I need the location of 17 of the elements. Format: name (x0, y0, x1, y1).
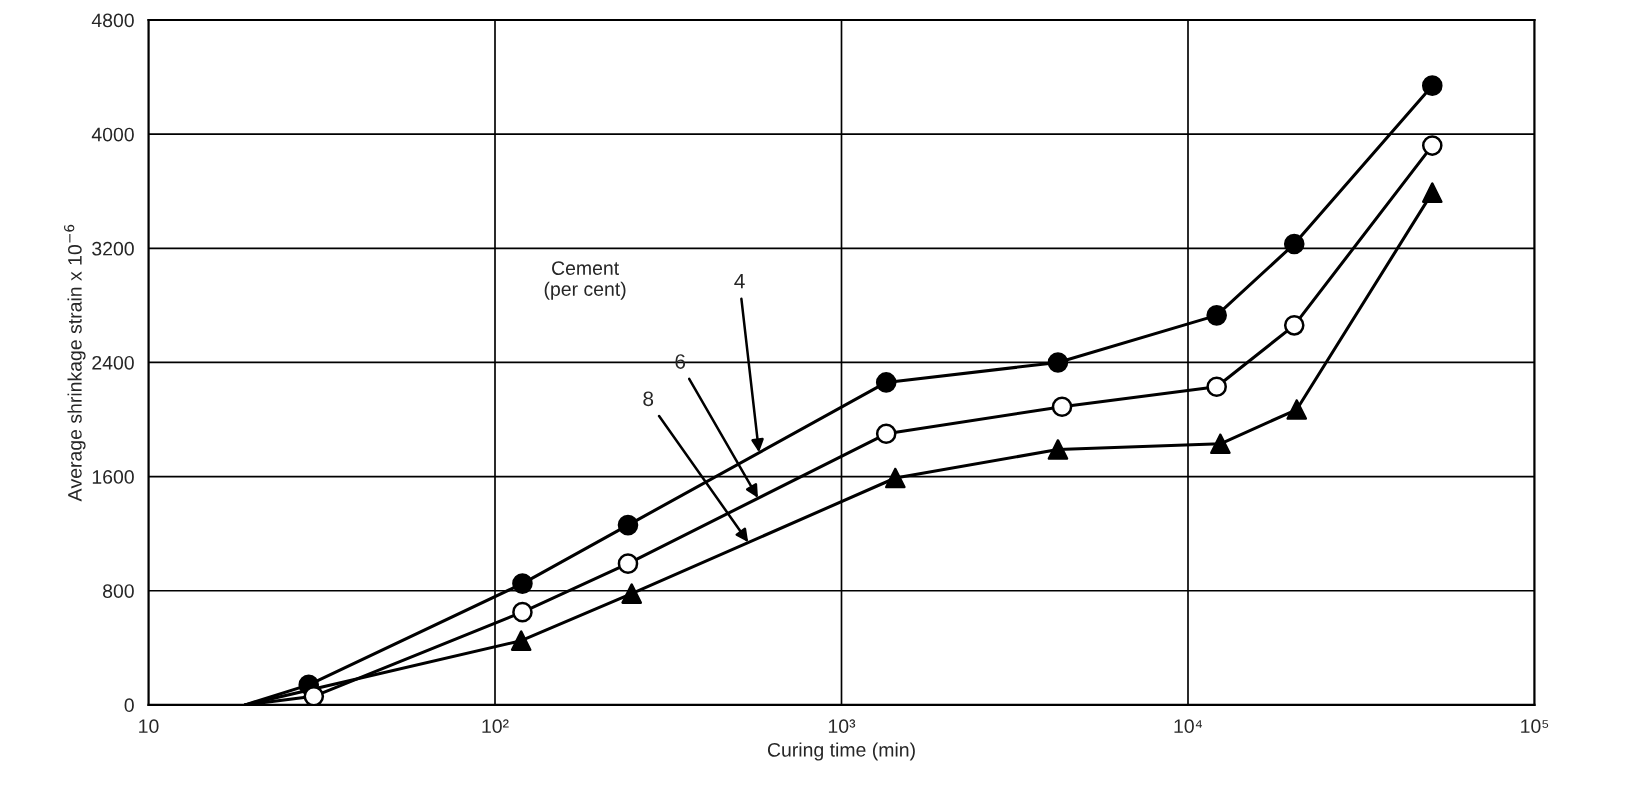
y-axis-title: Average shrinkage strain x 10$^{−6}$ (64, 224, 86, 502)
y-tick-label: 4800 (91, 13, 134, 28)
x-tick-label: 10³ (828, 719, 856, 734)
annotation: Cement (per cent) (544, 261, 626, 300)
annotation: 8 (643, 391, 654, 407)
x-tick-label: 10⁵ (1521, 719, 1549, 734)
x-tick-label: 10² (482, 719, 509, 734)
y-tick-label: 0 (124, 698, 134, 713)
y-tick-label: 2400 (92, 355, 134, 370)
y-tick-label: 1600 (92, 470, 134, 484)
y-tick-label: 3200 (92, 241, 134, 256)
x-axis-title: Curing time (min) (767, 742, 915, 761)
x-tick-label: 10⁴ (1174, 719, 1203, 734)
x-tick-label: 10 (139, 719, 159, 734)
annotation: 4 (734, 273, 745, 289)
y-tick-label: 4000 (91, 127, 134, 142)
y-tick-label: 800 (103, 584, 134, 598)
